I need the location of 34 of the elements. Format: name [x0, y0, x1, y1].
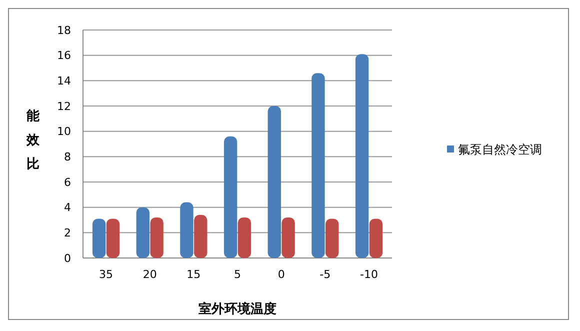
bar: [150, 217, 164, 258]
bar: [92, 218, 106, 258]
y-tick-label: 8: [64, 150, 71, 164]
y-tick-label: 2: [64, 226, 71, 240]
bar: [355, 54, 369, 258]
bar: [136, 207, 150, 258]
bar: [326, 218, 339, 258]
bar: [224, 136, 238, 258]
y-tick-label: 6: [64, 176, 71, 189]
y-tick-label: 18: [57, 24, 71, 37]
x-tick-label: 0: [278, 268, 285, 281]
x-tick-label: 20: [142, 268, 157, 281]
bar: [180, 202, 194, 258]
y-tick-label: 16: [57, 49, 71, 62]
y-axis-title: 能效比: [26, 108, 40, 172]
x-tick-label: 5: [234, 268, 241, 281]
bar: [312, 73, 325, 258]
bar: [268, 106, 281, 258]
y-tick-label: 12: [57, 100, 71, 113]
bar: [238, 217, 252, 258]
bar: [282, 217, 295, 258]
bar: [194, 214, 208, 258]
bar: [106, 218, 120, 258]
y-tick-label: 0: [64, 252, 71, 265]
bar: [369, 218, 383, 258]
y-tick-label: 4: [64, 201, 71, 214]
legend-label: 氟泵自然冷空调: [458, 142, 542, 156]
x-tick-label: -10: [360, 268, 378, 281]
x-tick-label: 15: [186, 268, 201, 281]
x-tick-label: 35: [99, 268, 114, 281]
x-axis-title: 室外环境温度: [198, 301, 276, 317]
y-tick-label: 10: [57, 125, 71, 138]
y-tick-label: 14: [57, 74, 71, 88]
x-tick-label: -5: [320, 268, 331, 281]
